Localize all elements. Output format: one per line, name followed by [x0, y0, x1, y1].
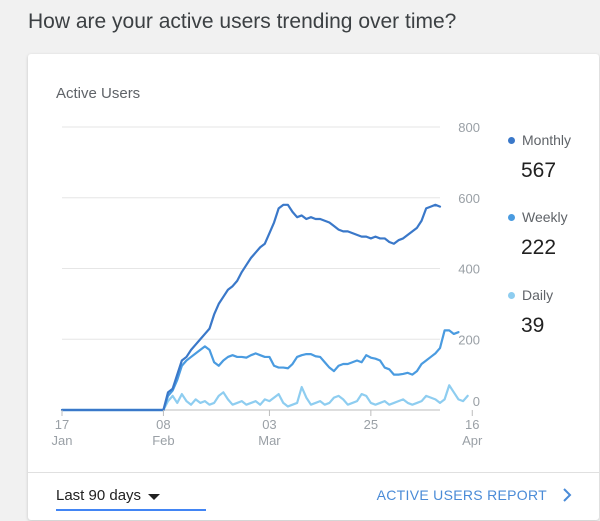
legend-dot-monthly: [508, 136, 515, 144]
x-tick-month: Feb: [152, 433, 174, 448]
legend-dot-daily: [508, 291, 515, 299]
active-users-report-link[interactable]: ACTIVE USERS REPORT: [377, 487, 573, 503]
series-line-daily: [60, 384, 469, 412]
date-range-label: Last 90 days: [56, 487, 142, 504]
y-axis: 800 600 400 200 0: [458, 120, 480, 409]
y-tick-label: 200: [458, 332, 480, 347]
legend-value-daily: 39: [521, 314, 545, 337]
series-line-monthly: [60, 203, 442, 412]
date-range-dropdown[interactable]: Last 90 days: [56, 485, 206, 511]
y-tick-label: 400: [458, 262, 480, 277]
legend-item-weekly[interactable]: Weekly 222: [508, 209, 598, 260]
x-tick-day: 17: [55, 417, 69, 432]
chart-grid: [62, 126, 440, 411]
card-footer: Last 90 days ACTIVE USERS REPORT: [28, 472, 599, 521]
caret-down-icon: [148, 494, 160, 500]
chevron-right-icon: [563, 488, 572, 502]
card-title: Active Users: [56, 85, 141, 102]
legend-label-daily: Daily: [522, 287, 554, 303]
x-tick-month: Mar: [258, 433, 281, 448]
x-tick-day: 25: [364, 417, 378, 432]
legend-item-monthly[interactable]: Monthly 567: [508, 132, 598, 183]
x-tick-day: 03: [262, 417, 276, 432]
page-heading: How are your active users trending over …: [28, 10, 457, 33]
legend-item-daily[interactable]: Daily 39: [508, 287, 598, 338]
x-tick-month: Jan: [52, 433, 73, 448]
report-link-label: ACTIVE USERS REPORT: [376, 487, 547, 503]
y-tick-label: 800: [458, 120, 480, 135]
chart-series: [60, 203, 469, 412]
series-line-weekly: [60, 329, 460, 412]
legend-label-monthly: Monthly: [522, 132, 572, 148]
active-users-card: Active Users 17 Jan 08 Feb 03 Mar 25 16 Apr 800 6…: [28, 54, 599, 520]
legend-value-weekly: 222: [521, 236, 557, 259]
legend-value-monthly: 567: [521, 159, 557, 182]
x-tick-day: 16: [465, 417, 479, 432]
y-tick-label: 0: [473, 394, 480, 409]
legend-dot-weekly: [508, 213, 515, 221]
x-tick-month: Apr: [462, 433, 483, 448]
x-tick-day: 08: [156, 417, 170, 432]
legend-label-weekly: Weekly: [522, 209, 568, 225]
y-tick-label: 600: [458, 191, 480, 206]
